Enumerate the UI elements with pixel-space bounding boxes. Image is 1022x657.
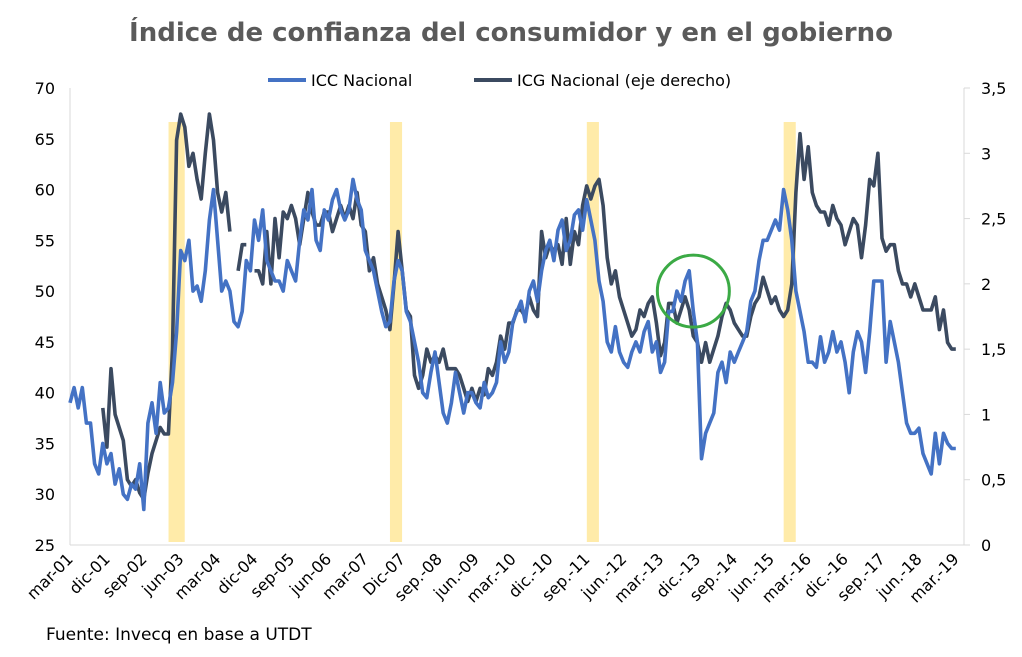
- highlight-band-4: [783, 122, 796, 542]
- highlight-bands: [168, 122, 796, 542]
- y-left-tick-label: 30: [35, 485, 55, 504]
- legend-label-icg: ICG Nacional (eje derecho): [517, 71, 731, 90]
- y-right-tick-label: 1: [981, 405, 991, 424]
- y-right-tick-label: 3,5: [981, 79, 1006, 98]
- y-right-tick-label: 2,5: [981, 210, 1006, 229]
- x-ticks: mar-01dic-01sep-02jun-03mar-04dic-04sep-…: [23, 549, 963, 606]
- highlight-band-3: [586, 122, 599, 542]
- y-left-ticks: 25 30 35 40 45 50 55 60 65 70: [35, 79, 55, 555]
- y-left-tick-label: 50: [35, 282, 55, 301]
- highlight-band-2: [389, 122, 403, 542]
- y-right-tick-label: 0,5: [981, 471, 1006, 490]
- x-tick-label: mar-01: [23, 549, 77, 603]
- y-left-tick-label: 60: [35, 181, 55, 200]
- annotations: [655, 253, 731, 329]
- series-lines: [68, 112, 956, 512]
- y-left-tick-label: 70: [35, 79, 55, 98]
- y-right-ticks: 0 0,5 1 1,5 2 2,5 3 3,5: [964, 79, 1006, 555]
- axes: [69, 88, 965, 546]
- legend: ICC Nacional ICG Nacional (eje derecho): [268, 71, 731, 90]
- y-right-tick-label: 2: [981, 275, 991, 294]
- y-left-tick-label: 45: [35, 333, 55, 352]
- chart-title: Índice de confianza del consumidor y en …: [129, 18, 893, 48]
- y-left-tick-label: 65: [35, 130, 55, 149]
- y-right-tick-label: 1,5: [981, 340, 1006, 359]
- source-note: Fuente: Invecq en base a UTDT: [46, 625, 312, 645]
- icg-series-line: [236, 242, 247, 272]
- legend-label-icc: ICC Nacional: [311, 71, 412, 90]
- highlight-circle: [655, 253, 731, 329]
- y-right-tick-label: 3: [981, 144, 991, 163]
- y-left-tick-label: 25: [35, 536, 55, 555]
- icc-series-line: [68, 177, 956, 512]
- y-left-tick-label: 35: [35, 434, 55, 453]
- y-right-tick-label: 0: [981, 536, 991, 555]
- icg-series-line: [101, 112, 232, 502]
- y-left-tick-label: 40: [35, 384, 55, 403]
- y-left-tick-label: 55: [35, 231, 55, 250]
